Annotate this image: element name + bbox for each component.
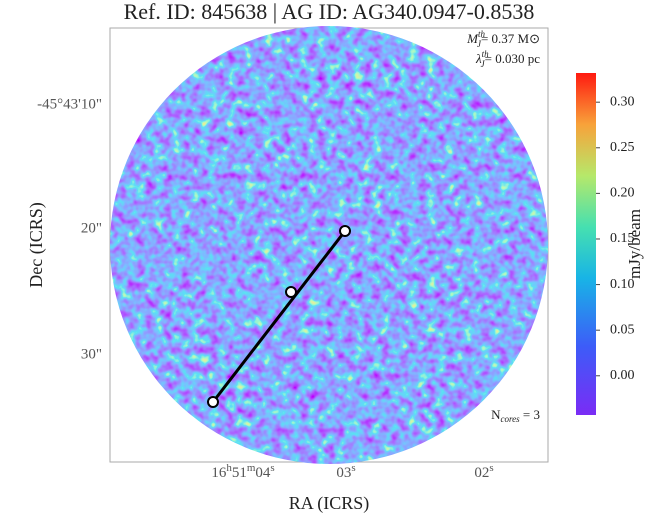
subscript: J — [481, 59, 486, 69]
y-tick-label: 30" — [81, 346, 102, 362]
tick-number: 03 — [336, 465, 351, 481]
symbol: λ — [475, 51, 482, 66]
superscript: th — [482, 49, 490, 59]
superscript: th — [478, 29, 486, 39]
tick-number: 16 — [211, 465, 227, 481]
symbol: N — [491, 407, 501, 422]
colorbar-tick-label: 0.15 — [610, 231, 635, 246]
text: = 0.030 pc — [485, 51, 541, 66]
annotation: Ncores = 3 — [491, 407, 540, 424]
core-chain — [207, 225, 351, 408]
x-tick-label: 03s — [336, 462, 355, 482]
annotation: λth J= 0.030 pc — [475, 49, 540, 69]
y-axis-label: Dec (ICRS) — [26, 202, 47, 287]
colorbar-tick-label: 0.30 — [610, 94, 635, 109]
colorbar-tick-label: 0.05 — [610, 322, 635, 337]
colorbar-tick-label: 0.20 — [610, 186, 635, 201]
symbol: M — [466, 31, 479, 46]
colorbar-tick-label: 0.00 — [610, 368, 635, 383]
y-tick-label: 20" — [81, 220, 102, 236]
tick-number: 51 — [232, 465, 247, 481]
tick-unit: s — [351, 462, 355, 474]
tick-unit: h — [226, 462, 232, 474]
x-axis-label: RA (ICRS) — [289, 493, 370, 514]
x-tick-label: 02s — [474, 462, 493, 482]
intensity-map — [110, 26, 548, 464]
subscript: J — [477, 39, 482, 49]
annotation: Mth J= 0.37 M⊙ — [466, 29, 540, 49]
text: = 0.37 M⊙ — [481, 31, 540, 46]
text: = 3 — [520, 407, 540, 422]
subscript: cores — [500, 414, 520, 424]
x-tick-label: 16h51m04s — [211, 462, 274, 482]
y-tick-label: -45°43'10" — [37, 96, 102, 112]
colorbar-label: mJy/beam — [625, 209, 644, 279]
tick-number: 02 — [474, 465, 489, 481]
tick-unit: s — [270, 462, 274, 474]
tick-unit: s — [489, 462, 493, 474]
tick-unit: m — [247, 462, 256, 474]
tick-number: 04 — [255, 465, 271, 481]
chart-title: Ref. ID: 845638 | AG ID: AG340.0947-0.85… — [124, 0, 535, 24]
colorbar — [576, 73, 596, 415]
colorbar-tick-label: 0.25 — [610, 140, 635, 155]
colorbar-tick-label: 0.10 — [610, 277, 635, 292]
